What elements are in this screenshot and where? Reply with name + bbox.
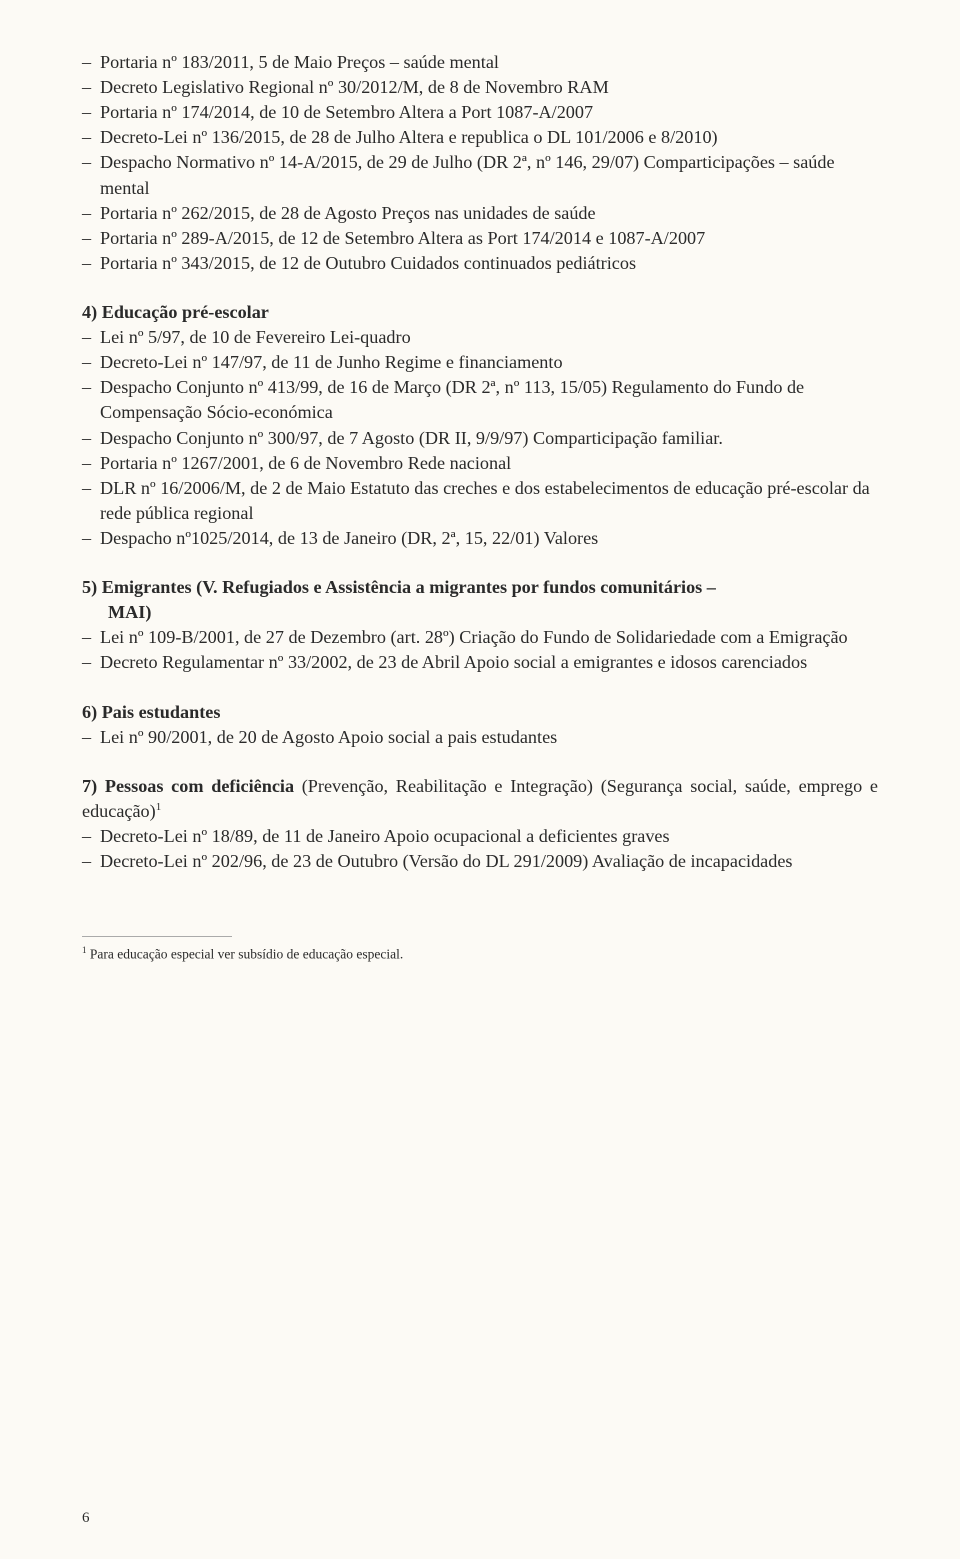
list-item: Decreto-Lei nº 147/97, de 11 de Junho Re…	[82, 350, 878, 375]
list-item: Lei nº 109-B/2001, de 27 de Dezembro (ar…	[82, 625, 878, 650]
list-item: Portaria nº 183/2011, 5 de Maio Preços –…	[82, 50, 878, 75]
list-item: Portaria nº 1267/2001, de 6 de Novembro …	[82, 451, 878, 476]
list-item: Portaria nº 343/2015, de 12 de Outubro C…	[82, 251, 878, 276]
list-item: Despacho Conjunto nº 413/99, de 16 de Ma…	[82, 375, 878, 425]
section-6-list: Lei nº 90/2001, de 20 de Agosto Apoio so…	[82, 725, 878, 750]
section-7-list: Decreto-Lei nº 18/89, de 11 de Janeiro A…	[82, 824, 878, 874]
section-heading: 6) Pais estudantes	[82, 700, 878, 725]
heading-line1: 5) Emigrantes (V. Refugiados e Assistênc…	[82, 577, 716, 597]
page-number: 6	[82, 1508, 90, 1529]
section-6: 6) Pais estudantes Lei nº 90/2001, de 20…	[82, 700, 878, 750]
section-heading: 4) Educação pré-escolar	[82, 300, 878, 325]
section-4-list: Lei nº 5/97, de 10 de Fevereiro Lei-quad…	[82, 325, 878, 551]
top-list: Portaria nº 183/2011, 5 de Maio Preços –…	[82, 50, 878, 276]
list-item: Decreto-Lei nº 18/89, de 11 de Janeiro A…	[82, 824, 878, 849]
list-item: Despacho nº1025/2014, de 13 de Janeiro (…	[82, 526, 878, 551]
list-item: Despacho Normativo nº 14-A/2015, de 29 d…	[82, 150, 878, 200]
footnote: 1 Para educação especial ver subsídio de…	[82, 945, 878, 963]
heading-line2: MAI)	[82, 602, 151, 622]
list-item: Decreto Regulamentar nº 33/2002, de 23 d…	[82, 650, 878, 675]
list-item: Despacho Conjunto nº 300/97, de 7 Agosto…	[82, 426, 878, 451]
section-4: 4) Educação pré-escolar Lei nº 5/97, de …	[82, 300, 878, 551]
section-heading: 5) Emigrantes (V. Refugiados e Assistênc…	[82, 575, 878, 625]
list-item: DLR nº 16/2006/M, de 2 de Maio Estatuto …	[82, 476, 878, 526]
footnote-rule	[82, 936, 232, 937]
footnote-ref: 1	[156, 801, 162, 813]
list-item: Lei nº 90/2001, de 20 de Agosto Apoio so…	[82, 725, 878, 750]
section-5-list: Lei nº 109-B/2001, de 27 de Dezembro (ar…	[82, 625, 878, 675]
list-item: Lei nº 5/97, de 10 de Fevereiro Lei-quad…	[82, 325, 878, 350]
list-item: Portaria nº 262/2015, de 28 de Agosto Pr…	[82, 201, 878, 226]
section-5: 5) Emigrantes (V. Refugiados e Assistênc…	[82, 575, 878, 675]
list-item: Decreto Legislativo Regional nº 30/2012/…	[82, 75, 878, 100]
footnote-text: Para educação especial ver subsídio de e…	[87, 947, 404, 962]
heading-bold: 7) Pessoas com deficiência	[82, 776, 302, 796]
section-7: 7) Pessoas com deficiência (Prevenção, R…	[82, 774, 878, 874]
list-item: Decreto-Lei nº 136/2015, de 28 de Julho …	[82, 125, 878, 150]
list-item: Decreto-Lei nº 202/96, de 23 de Outubro …	[82, 849, 878, 874]
list-item: Portaria nº 174/2014, de 10 de Setembro …	[82, 100, 878, 125]
section-heading: 7) Pessoas com deficiência (Prevenção, R…	[82, 774, 878, 824]
list-item: Portaria nº 289-A/2015, de 12 de Setembr…	[82, 226, 878, 251]
